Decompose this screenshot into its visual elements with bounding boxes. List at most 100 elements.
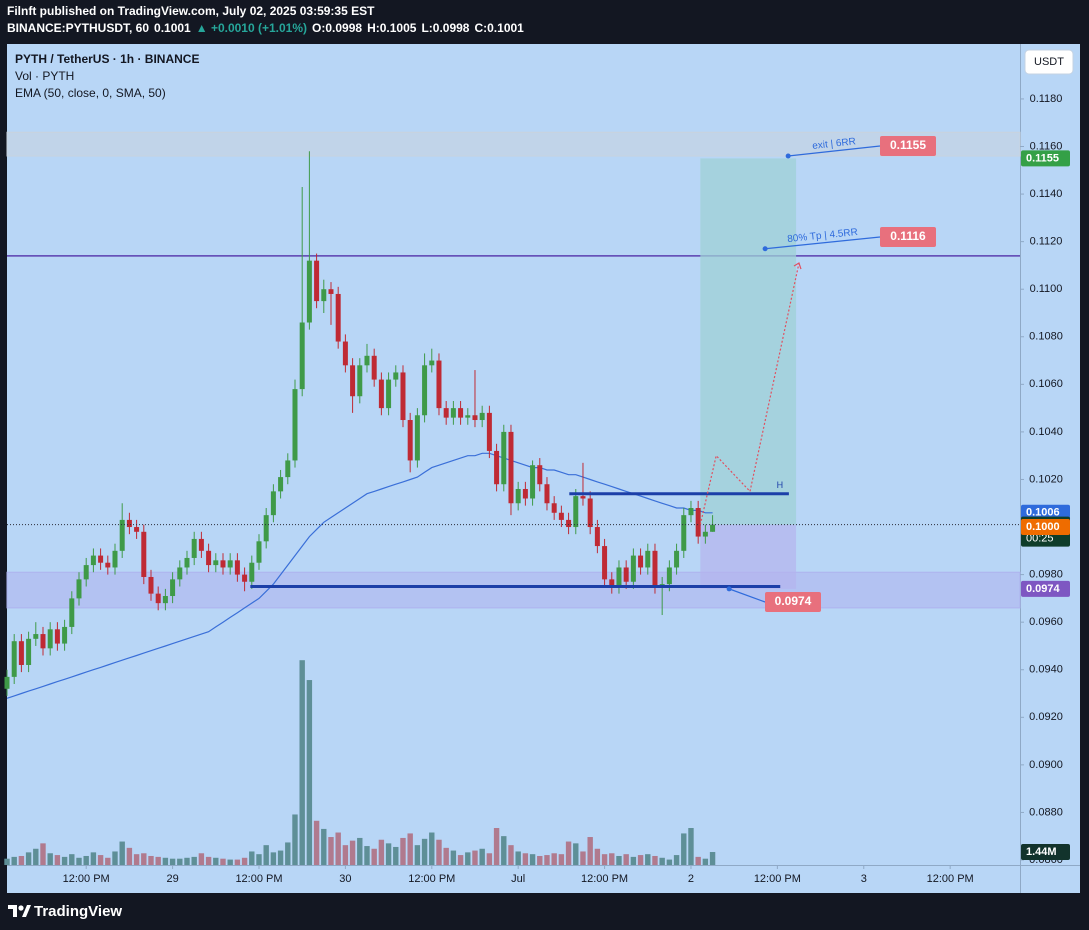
- volume-bar: [263, 845, 269, 865]
- volume-bar: [702, 858, 709, 865]
- volume-bar: [11, 856, 17, 865]
- zone: [6, 571, 1021, 609]
- volume-bar: [292, 814, 298, 865]
- y-tick-label: 0.0920: [1029, 711, 1063, 723]
- volume-bar: [155, 856, 161, 865]
- volume-bar: [61, 856, 68, 865]
- volume-bar: [637, 855, 644, 865]
- candle-body: [594, 527, 600, 547]
- volume-bar: [33, 848, 39, 865]
- x-tick-label: Jul: [511, 873, 525, 885]
- volume-bar: [486, 853, 493, 865]
- y-tick-label: 0.1040: [1029, 426, 1063, 438]
- candle-body: [76, 579, 82, 599]
- volume-bar: [429, 832, 435, 865]
- candle-body: [558, 512, 564, 520]
- close-value: C:0.1001: [474, 21, 524, 35]
- volume-bar: [659, 857, 665, 865]
- candle-body: [587, 498, 593, 528]
- candle-body: [47, 629, 53, 649]
- volume-bar: [112, 851, 118, 865]
- volume-bar: [220, 858, 226, 865]
- candle-body: [170, 579, 176, 597]
- volume-bar: [126, 847, 133, 865]
- volume-bar: [177, 858, 183, 865]
- candle-body: [364, 355, 370, 366]
- volume-bar: [630, 856, 637, 865]
- callout-tag-label: 0.1155: [890, 138, 926, 152]
- candle-body: [573, 496, 579, 528]
- volume-bar: [515, 851, 521, 865]
- volume-bar: [529, 854, 536, 865]
- volume-bar: [141, 853, 147, 865]
- volume-bar: [133, 854, 140, 865]
- legend-entry: EMA (50, close, 0, SMA, 50): [15, 86, 166, 100]
- candle-body: [242, 574, 248, 582]
- callout-tag: [765, 592, 821, 612]
- x-tick-label: 12:00 PM: [581, 873, 628, 885]
- candle-body: [4, 676, 10, 689]
- volume-bar: [400, 837, 406, 865]
- volume-tag: [1021, 844, 1070, 861]
- volume-bar: [522, 853, 529, 865]
- volume-bar: [594, 848, 601, 865]
- candle-body: [666, 567, 672, 585]
- candle-body: [126, 519, 132, 528]
- y-tick-label: 0.0980: [1029, 569, 1063, 581]
- volume-bar: [364, 846, 370, 865]
- symbol-line: BINANCE:PYTHUSDT, 60 0.1001 ▲ +0.0010 (+1.…: [7, 21, 524, 35]
- volume-bar: [472, 850, 478, 865]
- volume-bar: [465, 852, 471, 865]
- volume-bar: [313, 820, 320, 865]
- candle-body: [177, 567, 183, 580]
- price-tag: [1021, 519, 1070, 536]
- candle-body: [278, 477, 284, 492]
- candle-body: [695, 508, 701, 537]
- volume-bar: [443, 847, 449, 865]
- currency-button[interactable]: [1024, 49, 1074, 75]
- candle-body: [414, 415, 420, 461]
- volume-bar: [76, 857, 82, 865]
- currency-button-label[interactable]: USDT: [1034, 56, 1064, 68]
- candle-body: [285, 460, 291, 478]
- candle-body: [400, 372, 406, 421]
- candle-body: [465, 415, 471, 418]
- candle-body: [220, 560, 226, 568]
- candle-body: [134, 527, 140, 532]
- candle-body: [335, 293, 341, 342]
- symbol: BINANCE:PYTHUSDT, 60: [7, 21, 149, 35]
- candle-body: [674, 550, 680, 568]
- volume-bar: [270, 852, 277, 865]
- volume-bar: [551, 853, 557, 865]
- candle-body: [328, 289, 334, 294]
- candle-body: [522, 488, 528, 499]
- candle-body: [702, 531, 708, 537]
- y-tick-label: 0.0880: [1029, 806, 1063, 818]
- volume-bar: [234, 859, 241, 865]
- volume-bar: [609, 853, 615, 865]
- y-tick-label: 0.1100: [1030, 283, 1063, 295]
- volume-bar: [191, 856, 197, 865]
- candle-body: [508, 431, 514, 504]
- candle-body: [486, 412, 492, 451]
- volume-bar: [666, 859, 673, 865]
- candle-body: [616, 567, 622, 587]
- countdown: 00:25: [1026, 533, 1054, 545]
- volume-bar: [83, 855, 89, 865]
- volume-bar: [421, 838, 428, 865]
- candle-body: [292, 389, 298, 461]
- volume-bar: [285, 842, 291, 865]
- candle-body: [623, 567, 629, 582]
- low-value: L:0.0998: [421, 21, 469, 35]
- volume-bar: [573, 843, 579, 865]
- price-tag: [1021, 580, 1070, 597]
- candle-body: [551, 503, 557, 513]
- volume-bar: [227, 859, 233, 865]
- candle-body: [263, 515, 269, 542]
- volume-tag-label: 1.44M: [1026, 846, 1057, 858]
- candle-body: [249, 562, 255, 582]
- last-price: 0.1001: [154, 21, 191, 35]
- open-value: O:0.0998: [312, 21, 362, 35]
- stop-area: [700, 524, 797, 589]
- volume-bar: [673, 855, 680, 865]
